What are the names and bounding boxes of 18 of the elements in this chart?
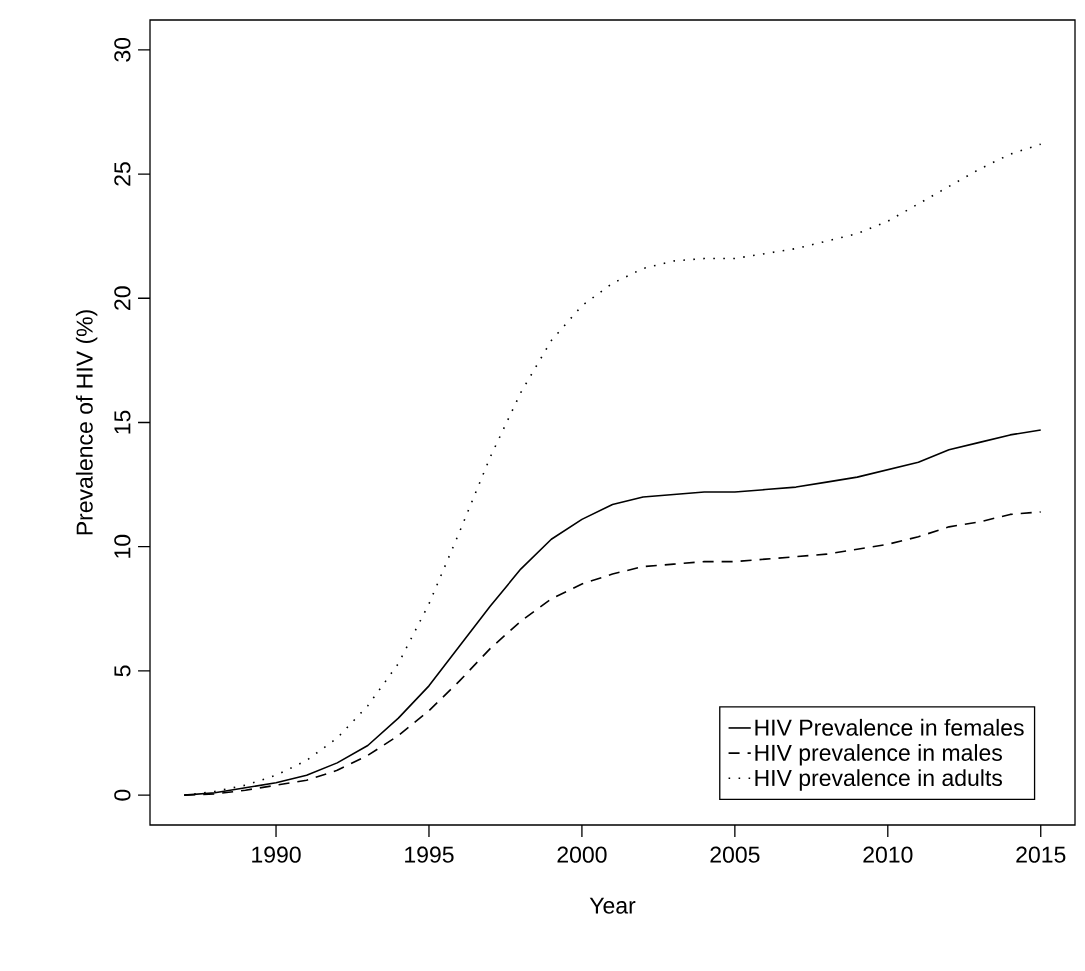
y-axis-title: Prevalence of HIV (%) xyxy=(75,310,98,535)
x-tick-label: 2010 xyxy=(863,846,913,863)
y-tick-label: 0 xyxy=(114,789,131,801)
y-tick-label: 15 xyxy=(114,410,131,434)
y-tick-label: 30 xyxy=(114,37,131,62)
y-tick-label: 20 xyxy=(114,286,131,310)
x-tick-label: 1995 xyxy=(405,846,454,863)
legend-label: HIV prevalence in adults xyxy=(755,769,1002,791)
x-tick-label: 1990 xyxy=(252,846,301,863)
y-tick-label: 5 xyxy=(114,665,131,677)
x-tick-label: 2000 xyxy=(557,846,607,863)
x-tick-label: 2015 xyxy=(1016,846,1066,863)
x-axis-title: Year xyxy=(589,897,636,914)
legend-label: HIV prevalence in males xyxy=(755,744,1002,766)
x-tick-label: 2005 xyxy=(710,846,760,863)
legend-label: HIV Prevalence in females xyxy=(755,718,1024,736)
y-tick-label: 10 xyxy=(114,534,131,558)
y-tick-label: 25 xyxy=(114,162,131,186)
